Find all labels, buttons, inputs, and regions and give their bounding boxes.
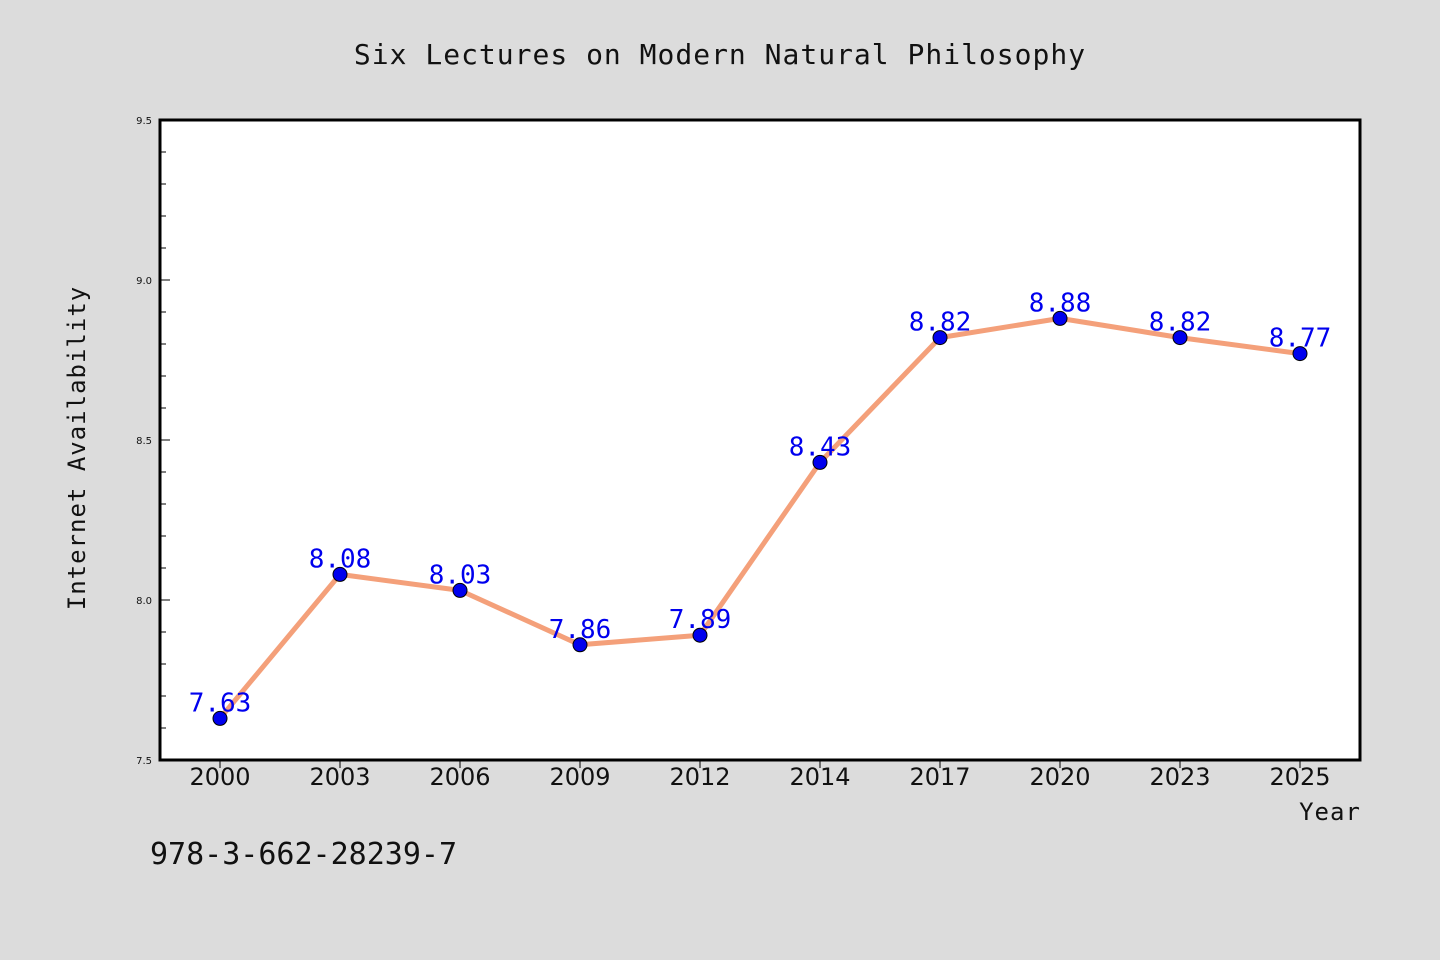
x-tick-label: 2003	[309, 763, 370, 791]
x-axis-ticks: 2000 2003 2006 2009 2012 2014 2017 2020 2023 2025	[189, 760, 1331, 791]
y-axis-ticks: 7.5 8.0 8.5 9.0 9.5	[136, 116, 170, 767]
data-point	[1172, 330, 1188, 346]
data-point	[1052, 310, 1068, 326]
x-tick-label: 2000	[189, 763, 250, 791]
y-axis-label: Internet Availability	[63, 286, 91, 610]
data-label: 8.43	[789, 432, 852, 462]
data-label: 8.77	[1269, 324, 1332, 354]
x-tick-label: 2014	[789, 763, 850, 791]
data-point	[212, 710, 228, 726]
data-point	[812, 454, 828, 470]
series-markers	[212, 310, 1308, 726]
data-label: 7.63	[189, 688, 252, 718]
chart-title: Six Lectures on Modern Natural Philosoph…	[354, 38, 1086, 71]
x-tick-label: 2009	[549, 763, 610, 791]
data-label: 8.03	[429, 560, 492, 590]
data-label: 7.86	[549, 615, 612, 645]
data-label: 8.08	[309, 544, 372, 574]
series-line	[217, 315, 1303, 721]
footnote-isbn: 978-3-662-28239-7	[150, 837, 457, 872]
x-tick-label: 2006	[429, 763, 490, 791]
data-point	[572, 637, 588, 653]
data-labels: 7.63 8.08 8.03 7.86 7.89 8.43 8.82 8.88 8.82 8.77	[189, 288, 1332, 718]
x-tick-label: 2020	[1029, 763, 1090, 791]
x-tick-label: 2017	[909, 763, 970, 791]
data-label: 8.82	[1149, 308, 1212, 338]
x-axis-label: Year	[1299, 798, 1361, 826]
y-tick-label: 8.5	[136, 436, 152, 447]
y-tick-label: 7.5	[136, 756, 152, 767]
y-tick-label: 9.5	[136, 116, 152, 127]
data-point	[692, 627, 708, 643]
x-tick-label: 2012	[669, 763, 730, 791]
x-tick-label: 2023	[1149, 763, 1210, 791]
data-point	[332, 566, 348, 582]
data-point	[932, 330, 948, 346]
y-tick-label: 9.0	[136, 276, 152, 287]
data-label: 8.82	[909, 308, 972, 338]
y-tick-label: 8.0	[136, 596, 152, 607]
data-point	[452, 582, 468, 598]
data-point	[1292, 346, 1308, 362]
plot-area	[158, 118, 1362, 762]
data-label: 8.88	[1029, 288, 1092, 318]
data-label: 7.89	[669, 605, 732, 635]
x-tick-label: 2025	[1269, 763, 1330, 791]
